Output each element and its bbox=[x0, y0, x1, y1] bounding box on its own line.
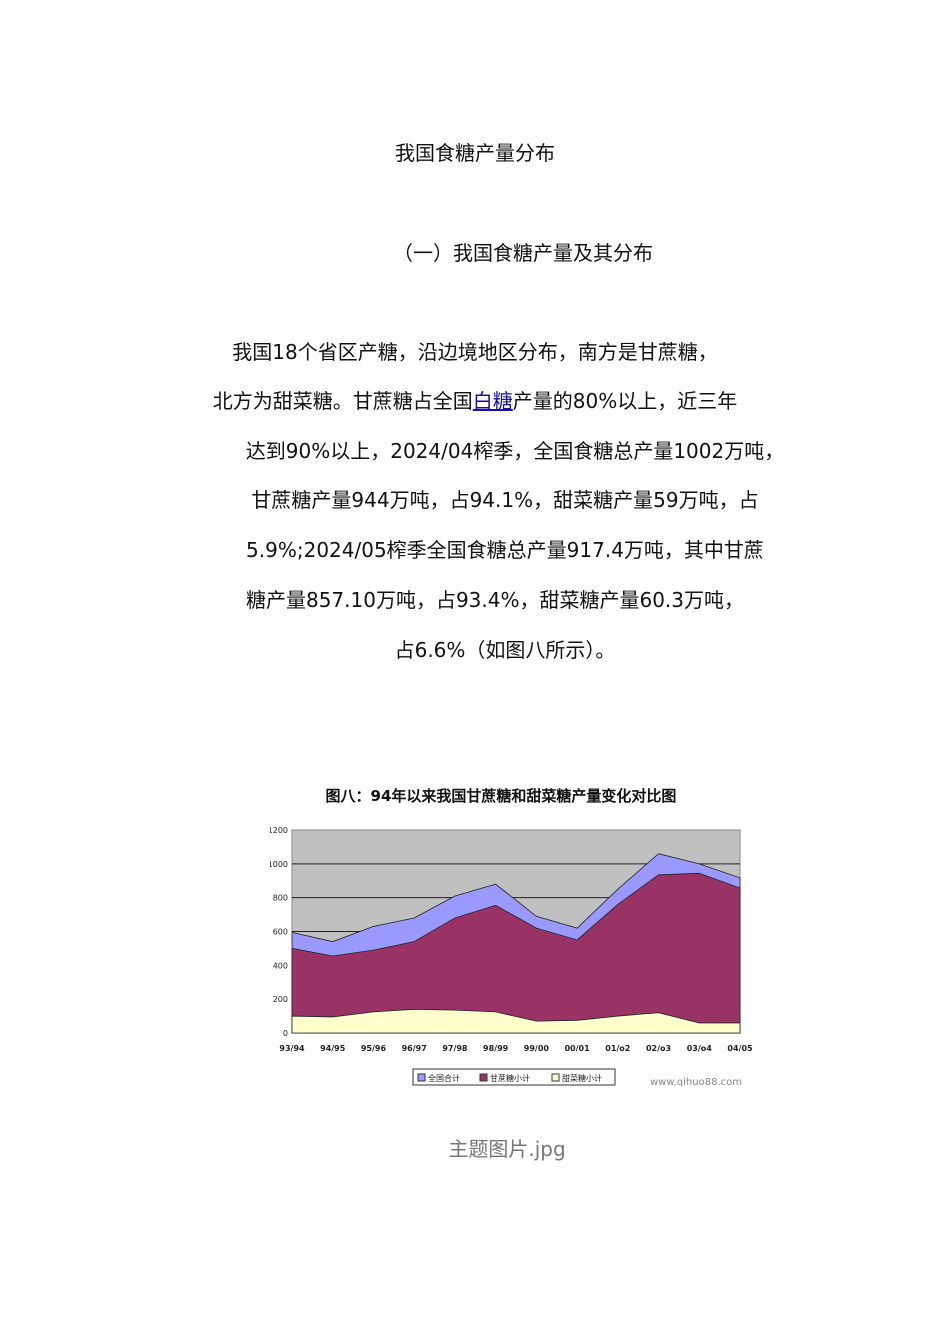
y-tick-label: 1000 bbox=[270, 860, 288, 869]
paragraph-line: 5.9%;2024/05榨季全国食糖总产量917.4万吨，其中甘蔗 bbox=[246, 538, 764, 562]
paragraph-line: 达到90%以上，2024/04榨季，全国食糖总产量1002万吨， bbox=[245, 439, 785, 463]
paragraph-line: 占6.6%（如图八所示）。 bbox=[394, 638, 616, 662]
legend-label: 全国合计 bbox=[428, 1073, 460, 1083]
legend-label: 甘蔗糖小计 bbox=[490, 1073, 530, 1083]
x-tick-label: 94/95 bbox=[320, 1044, 346, 1053]
baitang-link[interactable]: 白糖 bbox=[472, 389, 513, 413]
x-tick-label: 93/94 bbox=[279, 1044, 305, 1053]
x-tick-label: 95/96 bbox=[361, 1044, 387, 1053]
legend-swatch bbox=[479, 1073, 488, 1082]
y-tick-label: 1200 bbox=[270, 826, 288, 835]
x-tick-label: 99/00 bbox=[524, 1044, 550, 1053]
legend-swatch bbox=[417, 1073, 426, 1082]
area-series-1 bbox=[291, 872, 741, 1034]
image-caption: 主题图片.jpg bbox=[448, 1137, 566, 1161]
text: 产量的80%以上，近三年 bbox=[512, 389, 738, 413]
x-tick-label: 97/98 bbox=[442, 1044, 468, 1053]
watermark: www.qihuo88.com bbox=[650, 1077, 742, 1088]
x-tick-label: 04/05 bbox=[727, 1044, 753, 1053]
paragraph-line: 北方为甜菜糖。甘蔗糖占全国白糖产量的80%以上，近三年 bbox=[0, 385, 950, 414]
text: 北方为甜菜糖。甘蔗糖占全国 bbox=[212, 389, 473, 413]
y-tick-label: 200 bbox=[273, 995, 288, 1004]
legend-box bbox=[412, 1068, 616, 1086]
page-title: 我国食糖产量分布 bbox=[395, 141, 555, 165]
legend-swatch bbox=[551, 1073, 560, 1082]
y-tick-label: 400 bbox=[273, 961, 288, 970]
x-tick-label: 00/01 bbox=[564, 1044, 590, 1053]
area-series-2 bbox=[291, 1008, 741, 1034]
x-tick-label: 96/97 bbox=[402, 1044, 427, 1053]
section-heading: （一）我国食糖产量及其分布 bbox=[393, 241, 653, 265]
paragraph-line: 糖产量857.10万吨，占93.4%，甜菜糖产量60.3万吨， bbox=[245, 588, 745, 612]
paragraph-line: 我国18个省区产糖，沿边境地区分布，南方是甘蔗糖， bbox=[232, 340, 718, 364]
x-tick-label: 01/o2 bbox=[605, 1044, 630, 1053]
paragraph-line: 甘蔗糖产量944万吨，占94.1%，甜菜糖产量59万吨，占 bbox=[251, 488, 759, 512]
x-tick-label: 02/o3 bbox=[646, 1044, 671, 1053]
sugar-production-chart: 图八：94年以来我国甘蔗糖和甜菜糖产量变化对比图 0 200 400 600 800 10… bbox=[270, 787, 753, 1088]
chart-title: 图八：94年以来我国甘蔗糖和甜菜糖产量变化对比图 bbox=[326, 787, 677, 805]
legend-label: 甜菜糖小计 bbox=[562, 1073, 602, 1083]
y-tick-label: 800 bbox=[273, 894, 288, 903]
y-tick-label: 0 bbox=[283, 1029, 288, 1038]
x-tick-label: 03/o4 bbox=[687, 1044, 713, 1053]
x-tick-label: 98/99 bbox=[483, 1044, 509, 1053]
y-tick-label: 600 bbox=[273, 928, 288, 937]
